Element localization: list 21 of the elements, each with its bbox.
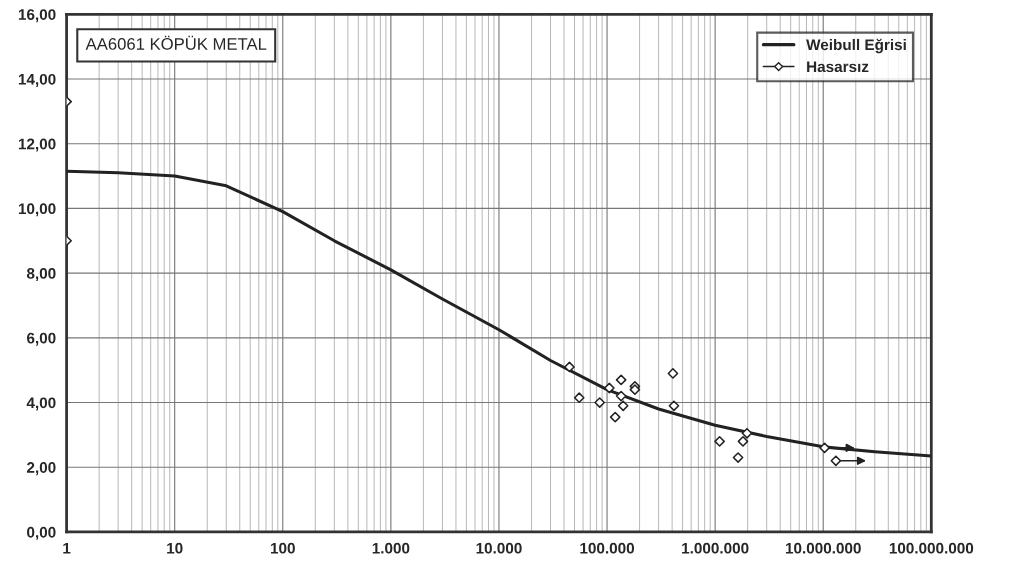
x-tick-label: 10.000.000 — [785, 542, 861, 554]
y-tick-label: 2,00 — [26, 462, 56, 476]
x-tick-label: 1 — [63, 542, 71, 554]
x-tick-label: 10 — [167, 542, 183, 554]
legend-label: Hasarsız — [807, 61, 869, 73]
y-tick-label: 16,00 — [18, 9, 56, 23]
x-tick-label: 100 — [270, 542, 295, 554]
y-tick-label: 10,00 — [18, 203, 56, 217]
legend-label: Weibull Eğrisi — [806, 38, 906, 54]
y-tick-label: 14,00 — [18, 73, 56, 87]
x-tick-label: 100.000 — [580, 542, 635, 554]
x-tick-label: 1.000 — [372, 542, 410, 554]
x-tick-label: 100.000.000 — [889, 542, 974, 554]
x-tick-label: 1.000.000 — [682, 542, 749, 554]
y-tick-label: 12,00 — [18, 138, 56, 152]
x-tick-label: 10.000 — [476, 542, 522, 554]
y-tick-label: 8,00 — [26, 268, 56, 282]
annotation: AA6061 KÖPÜK METAL — [85, 35, 267, 50]
y-tick-label: 6,00 — [27, 332, 56, 346]
y-tick-label: 0,00 — [27, 526, 56, 540]
y-tick-label: 4,00 — [26, 397, 56, 411]
